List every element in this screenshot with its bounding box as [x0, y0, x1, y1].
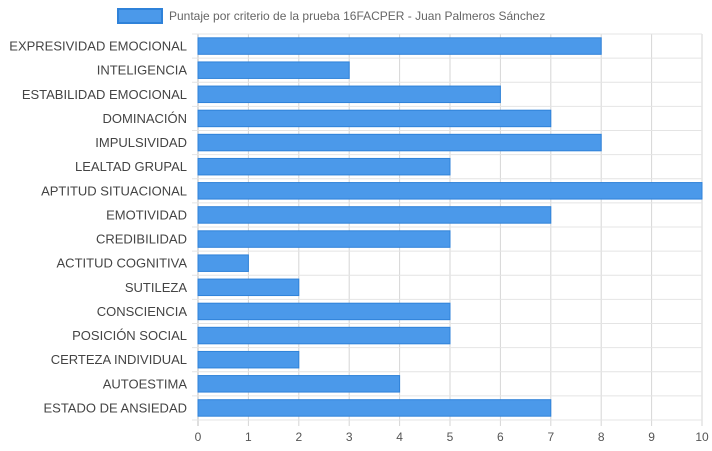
category-label: APTITUD SITUACIONAL: [41, 183, 187, 198]
category-label: EMOTIVIDAD: [106, 207, 187, 222]
bar[interactable]: [197, 37, 602, 55]
bar[interactable]: [197, 61, 350, 79]
bar[interactable]: [197, 302, 451, 321]
x-tick-label: 9: [648, 430, 655, 444]
bar[interactable]: [197, 230, 451, 248]
bar[interactable]: [197, 278, 300, 297]
bar[interactable]: [197, 157, 451, 176]
x-tick-label: 3: [346, 430, 353, 444]
x-tick-label: 6: [497, 430, 504, 444]
category-label: INTELIGENCIA: [97, 63, 188, 78]
bar[interactable]: [197, 206, 552, 224]
category-label: POSICIÓN SOCIAL: [72, 328, 187, 343]
category-label: CREDIBILIDAD: [96, 232, 187, 247]
bar[interactable]: [197, 399, 552, 417]
category-label: ESTADO DE ANSIEDAD: [43, 400, 187, 415]
category-label: DOMINACIÓN: [103, 111, 188, 126]
bar[interactable]: [197, 326, 451, 345]
category-label: CERTEZA INDIVIDUAL: [51, 352, 187, 367]
x-tick-label: 1: [245, 430, 252, 444]
bar[interactable]: [197, 182, 703, 200]
bar[interactable]: [197, 254, 249, 272]
x-axis-ticks: 0 1 2 3 4 5 6 7 8 9 10: [195, 430, 709, 444]
category-label: IMPULSIVIDAD: [95, 135, 187, 150]
chart-legend[interactable]: Puntaje por criterio de la prueba 16FACP…: [117, 8, 545, 24]
x-tick-label: 10: [695, 430, 709, 444]
category-label: CONSCIENCIA: [97, 304, 188, 319]
bar[interactable]: [197, 109, 552, 128]
category-label: ACTITUD COGNITIVA: [57, 256, 188, 271]
legend-label: Puntaje por criterio de la prueba 16FACP…: [169, 9, 545, 23]
x-tick-label: 7: [547, 430, 554, 444]
category-label: EXPRESIVIDAD EMOCIONAL: [9, 39, 187, 54]
category-label: SUTILEZA: [125, 280, 187, 295]
x-tick-label: 8: [598, 430, 605, 444]
category-labels: EXPRESIVIDAD EMOCIONAL INTELIGENCIA ESTABI…: [9, 39, 187, 416]
bar[interactable]: [197, 350, 300, 369]
x-tick-label: 0: [195, 430, 202, 444]
bars: [197, 37, 703, 417]
x-tick-label: 4: [396, 430, 403, 444]
bar[interactable]: [197, 85, 501, 104]
x-tick-label: 2: [295, 430, 302, 444]
category-label: AUTOESTIMA: [103, 376, 188, 391]
legend-swatch: [117, 8, 163, 24]
bar[interactable]: [197, 375, 401, 393]
category-label: LEALTAD GRUPAL: [75, 159, 187, 174]
x-tick-label: 5: [447, 430, 454, 444]
category-label: ESTABILIDAD EMOCIONAL: [22, 87, 187, 102]
bar[interactable]: [197, 133, 602, 152]
